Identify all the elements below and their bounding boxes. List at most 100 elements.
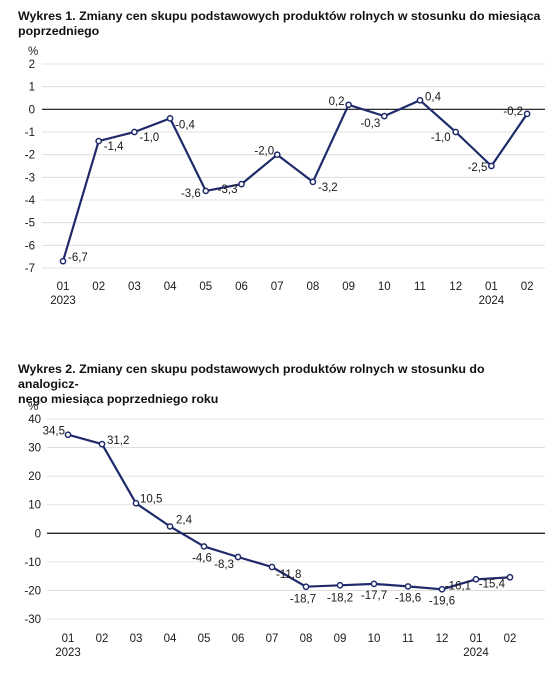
chart-2-data-label: -16,1 bbox=[445, 580, 471, 592]
chart-1-data-label: 0,2 bbox=[329, 96, 345, 108]
chart-2-data-point bbox=[268, 563, 276, 571]
chart-1-title: Wykres 1. Zmiany cen skupu podstawowych … bbox=[18, 9, 541, 38]
chart-1-x-tick-label: 02 bbox=[92, 281, 105, 293]
chart-1-data-label: -6,7 bbox=[68, 252, 88, 264]
chart-1-x-tick-label: 07 bbox=[271, 281, 284, 293]
chart-1-y-tick-label: -2 bbox=[25, 150, 35, 162]
chart-2-y-tick-label: 30 bbox=[28, 443, 41, 455]
chart-1-data-point bbox=[166, 115, 174, 122]
chart-2-x-tick-label: 03 bbox=[130, 633, 143, 645]
chart-2-x-tick-label: 09 bbox=[334, 633, 347, 645]
chart-1-data-label: -3,6 bbox=[181, 188, 201, 200]
chart-2-data-label: -15,4 bbox=[479, 578, 506, 590]
chart-1-ylabel: % bbox=[28, 46, 38, 58]
chart-2-y-tick-label: 0 bbox=[35, 528, 41, 540]
chart-1-data-label: -2,5 bbox=[468, 162, 488, 174]
chart-2-data-label: 10,5 bbox=[140, 493, 162, 505]
chart-1-data-point bbox=[202, 187, 210, 195]
chart-1-data-point bbox=[238, 180, 245, 188]
chart-2-title: Wykres 2. Zmiany cen skupu podstawowych … bbox=[18, 362, 543, 407]
chart-2-data-label: -18,7 bbox=[290, 594, 316, 606]
chart-1-data-point bbox=[380, 112, 388, 120]
chart-1-y-tick-label: -6 bbox=[25, 240, 35, 252]
chart-2-data-label: 31,2 bbox=[107, 435, 129, 447]
chart-2-data-label: -18,2 bbox=[327, 592, 353, 604]
chart-2-y-tick-label: -20 bbox=[24, 585, 41, 597]
chart-1-x-tick-label: 03 bbox=[128, 281, 141, 293]
chart-2-data-point bbox=[166, 523, 174, 530]
chart-2-data-point bbox=[302, 583, 310, 591]
chart-1-y-tick-label: 0 bbox=[29, 104, 35, 116]
chart-2-data-label: -4,6 bbox=[192, 552, 212, 564]
chart-2-data-label: -18,6 bbox=[395, 592, 421, 604]
chart-1-series-line bbox=[61, 99, 529, 262]
chart-2-x-tick-label: 01 bbox=[470, 633, 483, 645]
chart-2-x-tick-label: 08 bbox=[300, 633, 313, 645]
chart-2-x-tick-label: 10 bbox=[368, 633, 381, 645]
chart-1-x-tick-label: 01 bbox=[485, 281, 498, 293]
chart-2-series-line bbox=[67, 433, 511, 591]
chart-1-data-point bbox=[309, 178, 317, 186]
chart-1-y-tick-label: -3 bbox=[25, 172, 35, 184]
chart-1-data-label: -1,0 bbox=[139, 132, 159, 144]
chart-2-data-point bbox=[404, 583, 412, 590]
chart-2-data-point bbox=[506, 573, 514, 581]
chart-1-y-tick-label: -1 bbox=[25, 127, 35, 139]
chart-1-data-point bbox=[488, 162, 495, 170]
chart-1-x-tick-label: 10 bbox=[378, 281, 391, 293]
chart-1-data-label: 0,4 bbox=[425, 91, 442, 103]
chart-1-data-point bbox=[523, 110, 531, 118]
chart-2-year-label: 2023 bbox=[55, 647, 81, 659]
chart-2-data-point bbox=[438, 585, 446, 593]
chart-2-ylabel: % bbox=[28, 401, 38, 413]
chart-1-data-label: -3,3 bbox=[218, 184, 238, 196]
chart-2-data-label: 2,4 bbox=[176, 514, 193, 526]
chart-2-data-point bbox=[64, 431, 72, 439]
chart-2-data-label: -19,6 bbox=[429, 595, 455, 607]
chart-1-data-point bbox=[95, 137, 103, 145]
chart-2-y-tick-label: 40 bbox=[28, 414, 41, 426]
chart-1-x-tick-label: 01 bbox=[57, 281, 70, 293]
chart-1-data-point bbox=[131, 128, 138, 136]
chart-1-x-tick-label: 06 bbox=[235, 281, 248, 293]
chart-1-data-point bbox=[59, 257, 67, 265]
chart-1-data-label: -2,0 bbox=[254, 146, 274, 158]
chart-1-data-label: -0,3 bbox=[360, 118, 380, 130]
chart-1-year-label: 2023 bbox=[50, 295, 76, 307]
chart-1-x-tick-label: 02 bbox=[521, 281, 534, 293]
chart-2-y-tick-label: 10 bbox=[28, 500, 41, 512]
chart-2-data-point bbox=[234, 553, 242, 561]
chart-1-y-tick-label: -5 bbox=[25, 218, 35, 230]
chart-1-data-label: -0,4 bbox=[175, 119, 195, 131]
chart-2-title-line-1: Wykres 2. Zmiany cen skupu podstawowych … bbox=[18, 362, 485, 391]
chart-1-data-point bbox=[452, 128, 460, 136]
chart-2-x-tick-label: 04 bbox=[164, 633, 177, 645]
chart-2-x-tick-label: 05 bbox=[198, 633, 211, 645]
chart-1-x-tick-label: 12 bbox=[449, 281, 462, 293]
chart-1-y-tick-label: 2 bbox=[29, 59, 35, 71]
chart-1-data-point bbox=[345, 101, 352, 109]
chart-2-data-point bbox=[132, 499, 140, 507]
chart-2-data-point bbox=[98, 440, 106, 448]
chart-2-x-tick-label: 06 bbox=[232, 633, 245, 645]
chart-1-y-tick-label: 1 bbox=[29, 82, 35, 94]
chart-1-x-tick-label: 05 bbox=[199, 281, 212, 293]
chart-2-x-tick-label: 02 bbox=[96, 633, 109, 645]
chart-2-x-tick-label: 12 bbox=[436, 633, 449, 645]
chart-2-data-point bbox=[472, 575, 480, 583]
chart-2-title-line-2: nego miesiąca poprzedniego roku bbox=[18, 392, 219, 406]
chart-2-data-label: -17,7 bbox=[361, 590, 387, 602]
chart-1-x-tick-label: 11 bbox=[414, 281, 426, 293]
chart-2-data-point bbox=[200, 543, 208, 550]
chart-2-x-tick-label: 07 bbox=[266, 633, 279, 645]
chart-1-data-label: -1,4 bbox=[104, 141, 124, 153]
chart-2-data-label: 34,5 bbox=[43, 426, 65, 438]
chart-1-data-label: -3,2 bbox=[318, 182, 338, 194]
chart-1-x-tick-label: 09 bbox=[342, 281, 355, 293]
chart-1-y-tick-label: -4 bbox=[25, 195, 36, 207]
chart-1-y-tick-label: -7 bbox=[25, 263, 35, 275]
chart-1-x-tick-label: 08 bbox=[307, 281, 320, 293]
